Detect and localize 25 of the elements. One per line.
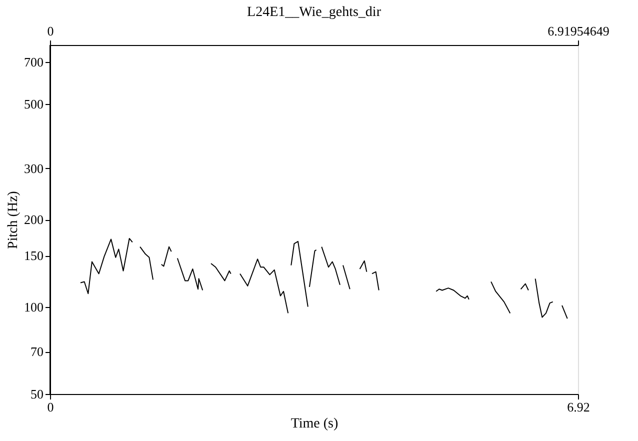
y-tick-label: 100 <box>24 299 44 314</box>
y-tick-label: 70 <box>30 344 44 360</box>
line-series <box>140 246 154 280</box>
x2-tick-label: 6.91954649 <box>548 24 610 38</box>
y-tick-label: 200 <box>24 212 44 227</box>
line-series <box>290 240 308 308</box>
line-series <box>321 246 340 286</box>
x2-tick-label: 0 <box>47 24 54 38</box>
y-tick-label: 150 <box>24 248 44 264</box>
x-tick-label: 6.92 <box>567 400 590 414</box>
y-tick-label: 50 <box>30 386 44 402</box>
line-series <box>534 278 554 318</box>
line-series <box>240 258 289 314</box>
chart-title: L24E1__Wie_gehts_dir <box>247 5 382 20</box>
line-series <box>210 263 232 282</box>
y-tick-label: 500 <box>24 96 44 112</box>
y-axis-title: Pitch (Hz) <box>6 190 21 249</box>
line-series <box>80 238 133 294</box>
line-series <box>490 281 511 314</box>
line-series <box>176 258 204 291</box>
line-series <box>160 246 172 267</box>
x-axis-title: Time (s) <box>290 416 338 432</box>
y-tick-label: 700 <box>24 54 44 70</box>
y-tick-label: 300 <box>24 160 44 176</box>
line-series <box>436 288 470 300</box>
